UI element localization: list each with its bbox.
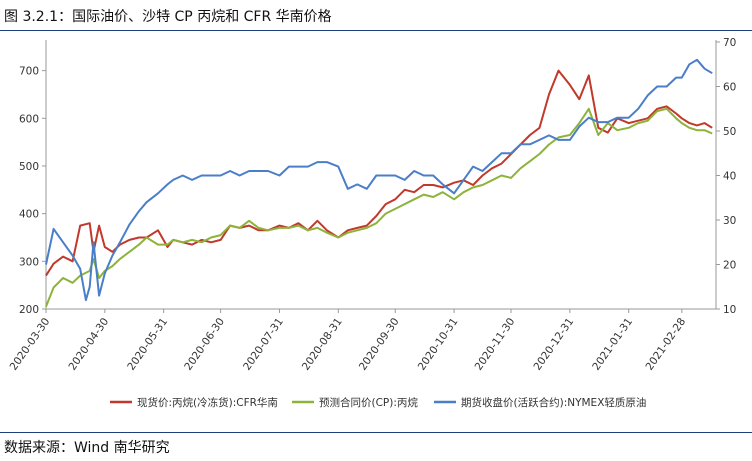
x-tick-label: 2020-10-31 [416, 316, 461, 373]
figure-title: 图 3.2.1：国际油价、沙特 CP 丙烷和 CFR 华南价格 [4, 9, 332, 25]
line-chart: 200 300 400 500 600 700 10 20 30 40 50 60 70 2020-03-… [8, 37, 737, 409]
y-right-tick-label: 20 [723, 260, 736, 272]
x-tick-label: 2020-12-31 [531, 316, 576, 373]
series-lines [45, 58, 713, 307]
y-right-tick-label: 60 [723, 82, 736, 94]
x-tick-label: 2020-03-30 [8, 316, 53, 373]
x-tick-label: 2020-09-30 [357, 316, 402, 373]
y-left-tick-label: 700 [19, 66, 39, 78]
x-tick-label: 2020-06-30 [182, 316, 227, 373]
y-left-tick-label: 600 [19, 113, 39, 125]
source-rule [0, 432, 752, 433]
series-line-1 [45, 69, 713, 277]
series-line-3 [45, 58, 713, 302]
legend-label: 现货价:丙烷(冷冻货):CFR华南 [137, 396, 278, 409]
x-tick-label: 2020-11-30 [473, 316, 518, 373]
data-source: 数据来源：Wind 南华研究 [4, 440, 170, 456]
x-tick-label: 2021-01-31 [590, 316, 635, 373]
legend-item: 期货收盘价(活跃合约):NYMEX轻质原油 [434, 396, 646, 409]
y-right-tick-label: 40 [723, 171, 736, 183]
x-tick-label: 2020-07-31 [241, 316, 286, 373]
axes-group: 200 300 400 500 600 700 10 20 30 40 50 60 70 2020-03-… [8, 37, 737, 373]
y-left-tick-label: 400 [19, 209, 39, 221]
legend-label: 预测合同价(CP):丙烷 [319, 396, 418, 409]
y-left-tick-label: 500 [19, 161, 39, 173]
y-left-tick-label: 300 [19, 256, 39, 268]
legend-item: 预测合同价(CP):丙烷 [292, 396, 418, 409]
y-right-tick-label: 70 [723, 37, 736, 49]
series-line-2 [45, 107, 713, 307]
y-right-tick-label: 50 [723, 126, 736, 138]
x-tick-label: 2020-04-30 [66, 316, 111, 373]
y-left-tick-label: 200 [19, 304, 39, 316]
x-tick-label: 2021-02-28 [643, 316, 688, 373]
legend-item: 现货价:丙烷(冷冻货):CFR华南 [110, 396, 278, 409]
y-right-tick-label: 10 [723, 304, 736, 316]
legend-label: 期货收盘价(活跃合约):NYMEX轻质原油 [461, 396, 646, 409]
title-rule [0, 30, 752, 31]
x-tick-label: 2020-08-31 [300, 316, 345, 373]
x-tick-label: 2020-05-31 [125, 316, 170, 373]
legend: 现货价:丙烷(冷冻货):CFR华南 预测合同价(CP):丙烷 期货收盘价(活跃合约)… [110, 396, 646, 409]
y-right-tick-label: 30 [723, 215, 736, 227]
